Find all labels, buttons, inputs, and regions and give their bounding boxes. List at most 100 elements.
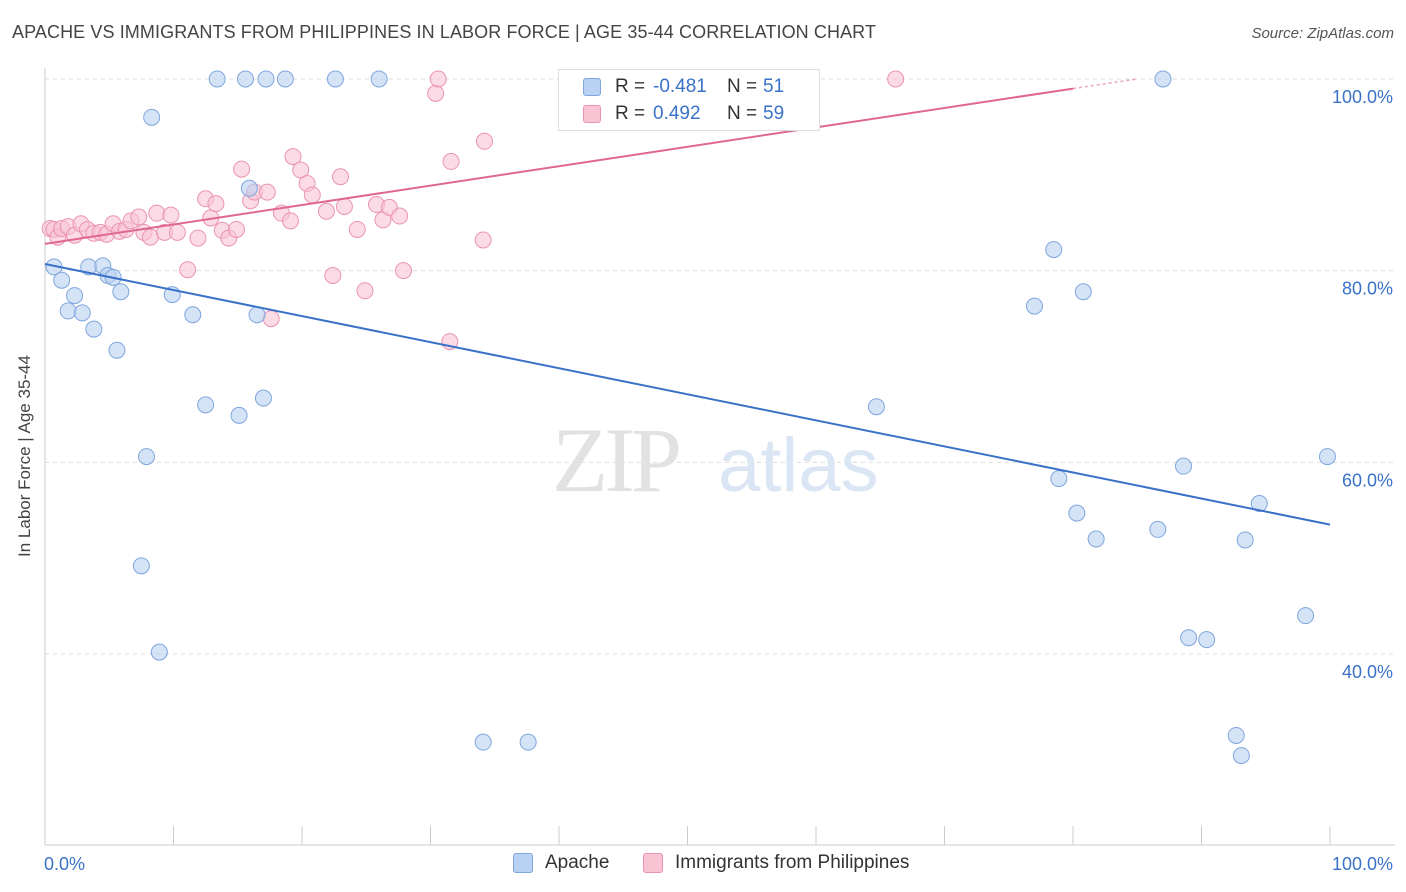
x-tick-label-0: 0.0%: [44, 854, 85, 874]
watermark-zip: ZIP: [552, 409, 679, 511]
r-label: R =: [615, 103, 646, 124]
apache-point: [138, 448, 156, 466]
apache-points: [45, 70, 1336, 765]
apache-point: [248, 306, 266, 324]
philippines-swatch: [583, 105, 601, 123]
n-label: N =: [727, 76, 758, 97]
philippines-point: [162, 206, 180, 224]
apache-point: [108, 341, 126, 359]
axes: [44, 68, 1395, 846]
philippines-point: [427, 84, 445, 102]
philippines-point: [168, 223, 186, 241]
philippines-point: [348, 220, 366, 238]
apache-point: [240, 179, 258, 197]
apache-point: [184, 306, 202, 324]
philippines-points: [41, 70, 905, 351]
apache-point: [1297, 607, 1315, 625]
philippines-point: [233, 160, 251, 178]
apache-point: [1232, 747, 1250, 765]
n-label: N =: [727, 103, 758, 124]
philippines-point: [429, 70, 447, 88]
legend-row-apache: R = -0.481 N = 51: [583, 74, 784, 100]
philippines-point: [356, 282, 374, 300]
apache-point: [59, 302, 77, 320]
tick-labels: 100.0% 80.0% 60.0% 40.0% 0.0% 100.0%: [44, 87, 1393, 874]
apache-point: [230, 406, 248, 424]
apache-point: [236, 70, 254, 88]
apache-point: [208, 70, 226, 88]
philippines-point: [317, 202, 335, 220]
philippines-point: [324, 266, 342, 284]
apache-point: [1087, 530, 1105, 548]
apache-legend-label: Apache: [545, 852, 610, 873]
x-tick-label-100: 100.0%: [1332, 854, 1393, 874]
apache-point: [474, 733, 492, 751]
stats-legend: R = -0.481 N = 51 R = 0.492 N = 59: [558, 69, 820, 131]
apache-point: [1250, 495, 1268, 513]
apache-point: [1074, 283, 1092, 301]
apache-point: [143, 108, 161, 126]
apache-point: [1198, 631, 1216, 649]
philippines-point: [474, 231, 492, 249]
apache-n-value: 51: [763, 76, 785, 97]
philippines-point: [442, 152, 460, 170]
apache-point: [1180, 629, 1198, 647]
apache-point: [1175, 457, 1193, 475]
philippines-point: [148, 204, 166, 222]
apache-point: [276, 70, 294, 88]
apache-point: [85, 320, 103, 338]
philippines-point: [258, 183, 276, 201]
apache-point: [254, 389, 272, 407]
apache-swatch: [583, 78, 601, 96]
y-tick-label-100: 100.0%: [1332, 87, 1393, 107]
apache-point: [197, 396, 215, 414]
philippines-point: [335, 197, 353, 215]
philippines-trend-extension: [1072, 78, 1138, 90]
apache-point: [73, 304, 91, 322]
apache-point: [257, 70, 275, 88]
apache-point: [326, 70, 344, 88]
apache-point: [1318, 448, 1336, 466]
chart-title: APACHE VS IMMIGRANTS FROM PHILIPPINES IN…: [12, 22, 877, 42]
philippines-point: [391, 207, 409, 225]
apache-point: [1045, 241, 1063, 259]
apache-trend-line: [44, 262, 1331, 526]
apache-point: [1149, 520, 1167, 538]
y-tick-label-40: 40.0%: [1342, 662, 1393, 682]
r-label: R =: [615, 76, 646, 97]
philippines-point: [141, 228, 159, 246]
philippines-point: [189, 229, 207, 247]
philippines-point: [179, 261, 197, 279]
legend-item-philippines: Immigrants from Philippines: [643, 852, 909, 874]
bottom-legend: Apache Immigrants from Philippines: [0, 852, 1406, 878]
apache-point: [53, 271, 71, 289]
philippines-legend-label: Immigrants from Philippines: [675, 852, 910, 873]
apache-point: [1236, 531, 1254, 549]
apache-point: [1154, 70, 1172, 88]
y-axis-label: In Labor Force | Age 35-44: [15, 355, 34, 557]
y-tick-label-80: 80.0%: [1342, 279, 1393, 299]
philippines-point: [262, 310, 280, 328]
philippines-point: [281, 212, 299, 230]
trend-lines: [44, 78, 1331, 526]
philippines-point: [207, 195, 225, 213]
legend-item-apache: Apache: [513, 852, 609, 874]
philippines-point: [130, 208, 148, 226]
philippines-trend-line: [44, 87, 1074, 245]
apache-r-value: -0.481: [653, 76, 707, 97]
apache-point: [1068, 504, 1086, 522]
apache-point: [1050, 470, 1068, 488]
philippines-point: [227, 220, 245, 238]
apache-point: [132, 557, 150, 575]
apache-point: [66, 287, 84, 305]
apache-point: [112, 283, 130, 301]
philippines-n-value: 59: [763, 103, 785, 124]
watermark-atlas: atlas: [718, 423, 879, 508]
philippines-legend-swatch: [643, 853, 663, 873]
y-tick-label-60: 60.0%: [1342, 470, 1393, 490]
source-label: Source: ZipAtlas.com: [1251, 25, 1394, 42]
philippines-point: [284, 148, 302, 166]
watermark: ZIP atlas: [552, 409, 879, 511]
apache-point: [150, 643, 168, 661]
